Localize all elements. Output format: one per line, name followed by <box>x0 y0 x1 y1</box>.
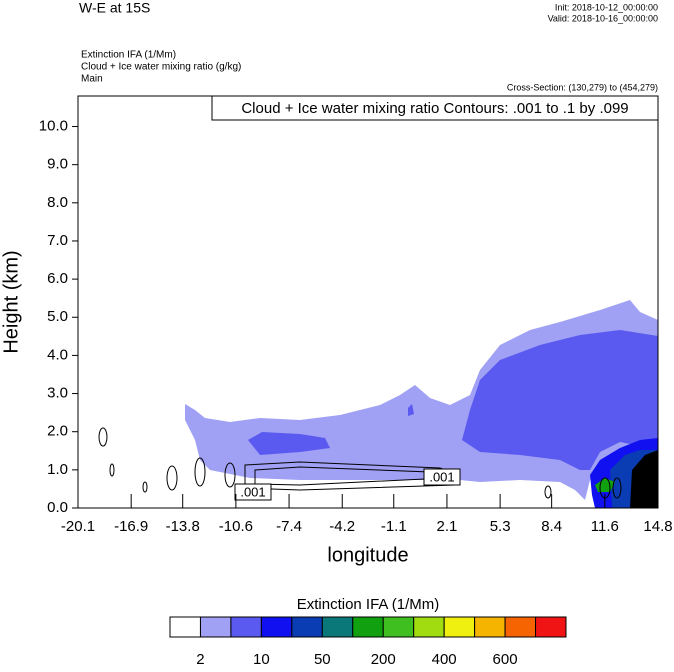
contour-label-box <box>234 483 272 501</box>
chart-title: W-E at 15S <box>79 0 150 16</box>
valid-time: Valid: 2018-10-16_00:00:00 <box>548 13 658 23</box>
colorbar-label: 10 <box>253 651 270 667</box>
x-tick-label: -16.9 <box>114 518 148 535</box>
x-tick-label: -1.1 <box>381 518 407 535</box>
colorbar-swatch <box>230 616 262 638</box>
info-box <box>211 95 659 121</box>
colorbar-swatch <box>382 616 415 638</box>
field-name: Main <box>81 74 103 85</box>
x-tick-label: -20.1 <box>61 518 95 535</box>
x-tick-label: 8.4 <box>541 518 562 535</box>
y-axis-label: Height (km) <box>0 250 22 353</box>
colorbar-swatch <box>321 616 354 638</box>
colorbar-swatch <box>352 616 384 638</box>
x-tick-label: 2.1 <box>437 518 458 535</box>
y-tick-label: 9.0 <box>47 156 68 173</box>
field-name: Cloud + Ice water mixing ratio (g/kg) <box>81 62 241 73</box>
colorbar-label: 2 <box>196 651 204 667</box>
colorbar-swatch <box>199 616 232 638</box>
filled-contours <box>185 300 658 508</box>
y-tick-label: 5.0 <box>47 308 68 325</box>
x-tick-label: -4.2 <box>329 518 355 535</box>
colorbar-swatch <box>169 616 201 638</box>
contour-label-box <box>423 468 461 486</box>
colorbar-label: 600 <box>493 651 518 667</box>
colorbar-swatch <box>291 616 323 638</box>
y-tick-label: 8.0 <box>47 194 68 211</box>
colorbar-label: 200 <box>371 651 396 667</box>
y-tick-label: 3.0 <box>47 385 68 402</box>
colorbar-label: 400 <box>432 651 457 667</box>
colorbar-swatch <box>413 616 445 638</box>
contour-info: Cloud + Ice water mixing ratio Contours:… <box>241 100 628 117</box>
field-name: Extinction IFA (1/Mm) <box>81 50 176 61</box>
x-tick-label: 5.3 <box>490 518 511 535</box>
contour-label: .001 <box>429 469 454 484</box>
colorbar-swatch <box>474 616 506 638</box>
x-axis-label: longitude <box>327 544 408 566</box>
x-tick-label: 11.6 <box>591 518 619 535</box>
y-tick-label: 6.0 <box>47 270 68 287</box>
cross-section: Cross-Section: (130,279) to (454,279) <box>507 82 658 92</box>
colorbar-swatch <box>443 616 476 638</box>
y-tick-label: 10.0 <box>39 117 68 134</box>
y-tick-label: 1.0 <box>47 461 68 478</box>
y-tick-label: 7.0 <box>47 232 68 249</box>
y-tick-label: 0.0 <box>47 499 68 516</box>
init-time: Init: 2018-10-12_00:00:00 <box>555 2 658 12</box>
colorbar-swatch <box>535 616 567 638</box>
x-tick-label: -13.8 <box>166 518 200 535</box>
colorbar-swatch <box>260 616 293 638</box>
x-tick-label: -7.4 <box>276 518 302 535</box>
colorbar-title: Extinction IFA (1/Mm) <box>297 596 440 613</box>
x-tick-label: -10.6 <box>219 518 253 535</box>
colorbar-label: 50 <box>314 651 331 667</box>
colorbar-swatch <box>504 616 537 638</box>
y-tick-label: 2.0 <box>47 423 68 440</box>
y-tick-label: 4.0 <box>47 346 68 363</box>
x-tick-label: 14.8 <box>643 518 672 535</box>
contour-label: .001 <box>240 484 265 499</box>
